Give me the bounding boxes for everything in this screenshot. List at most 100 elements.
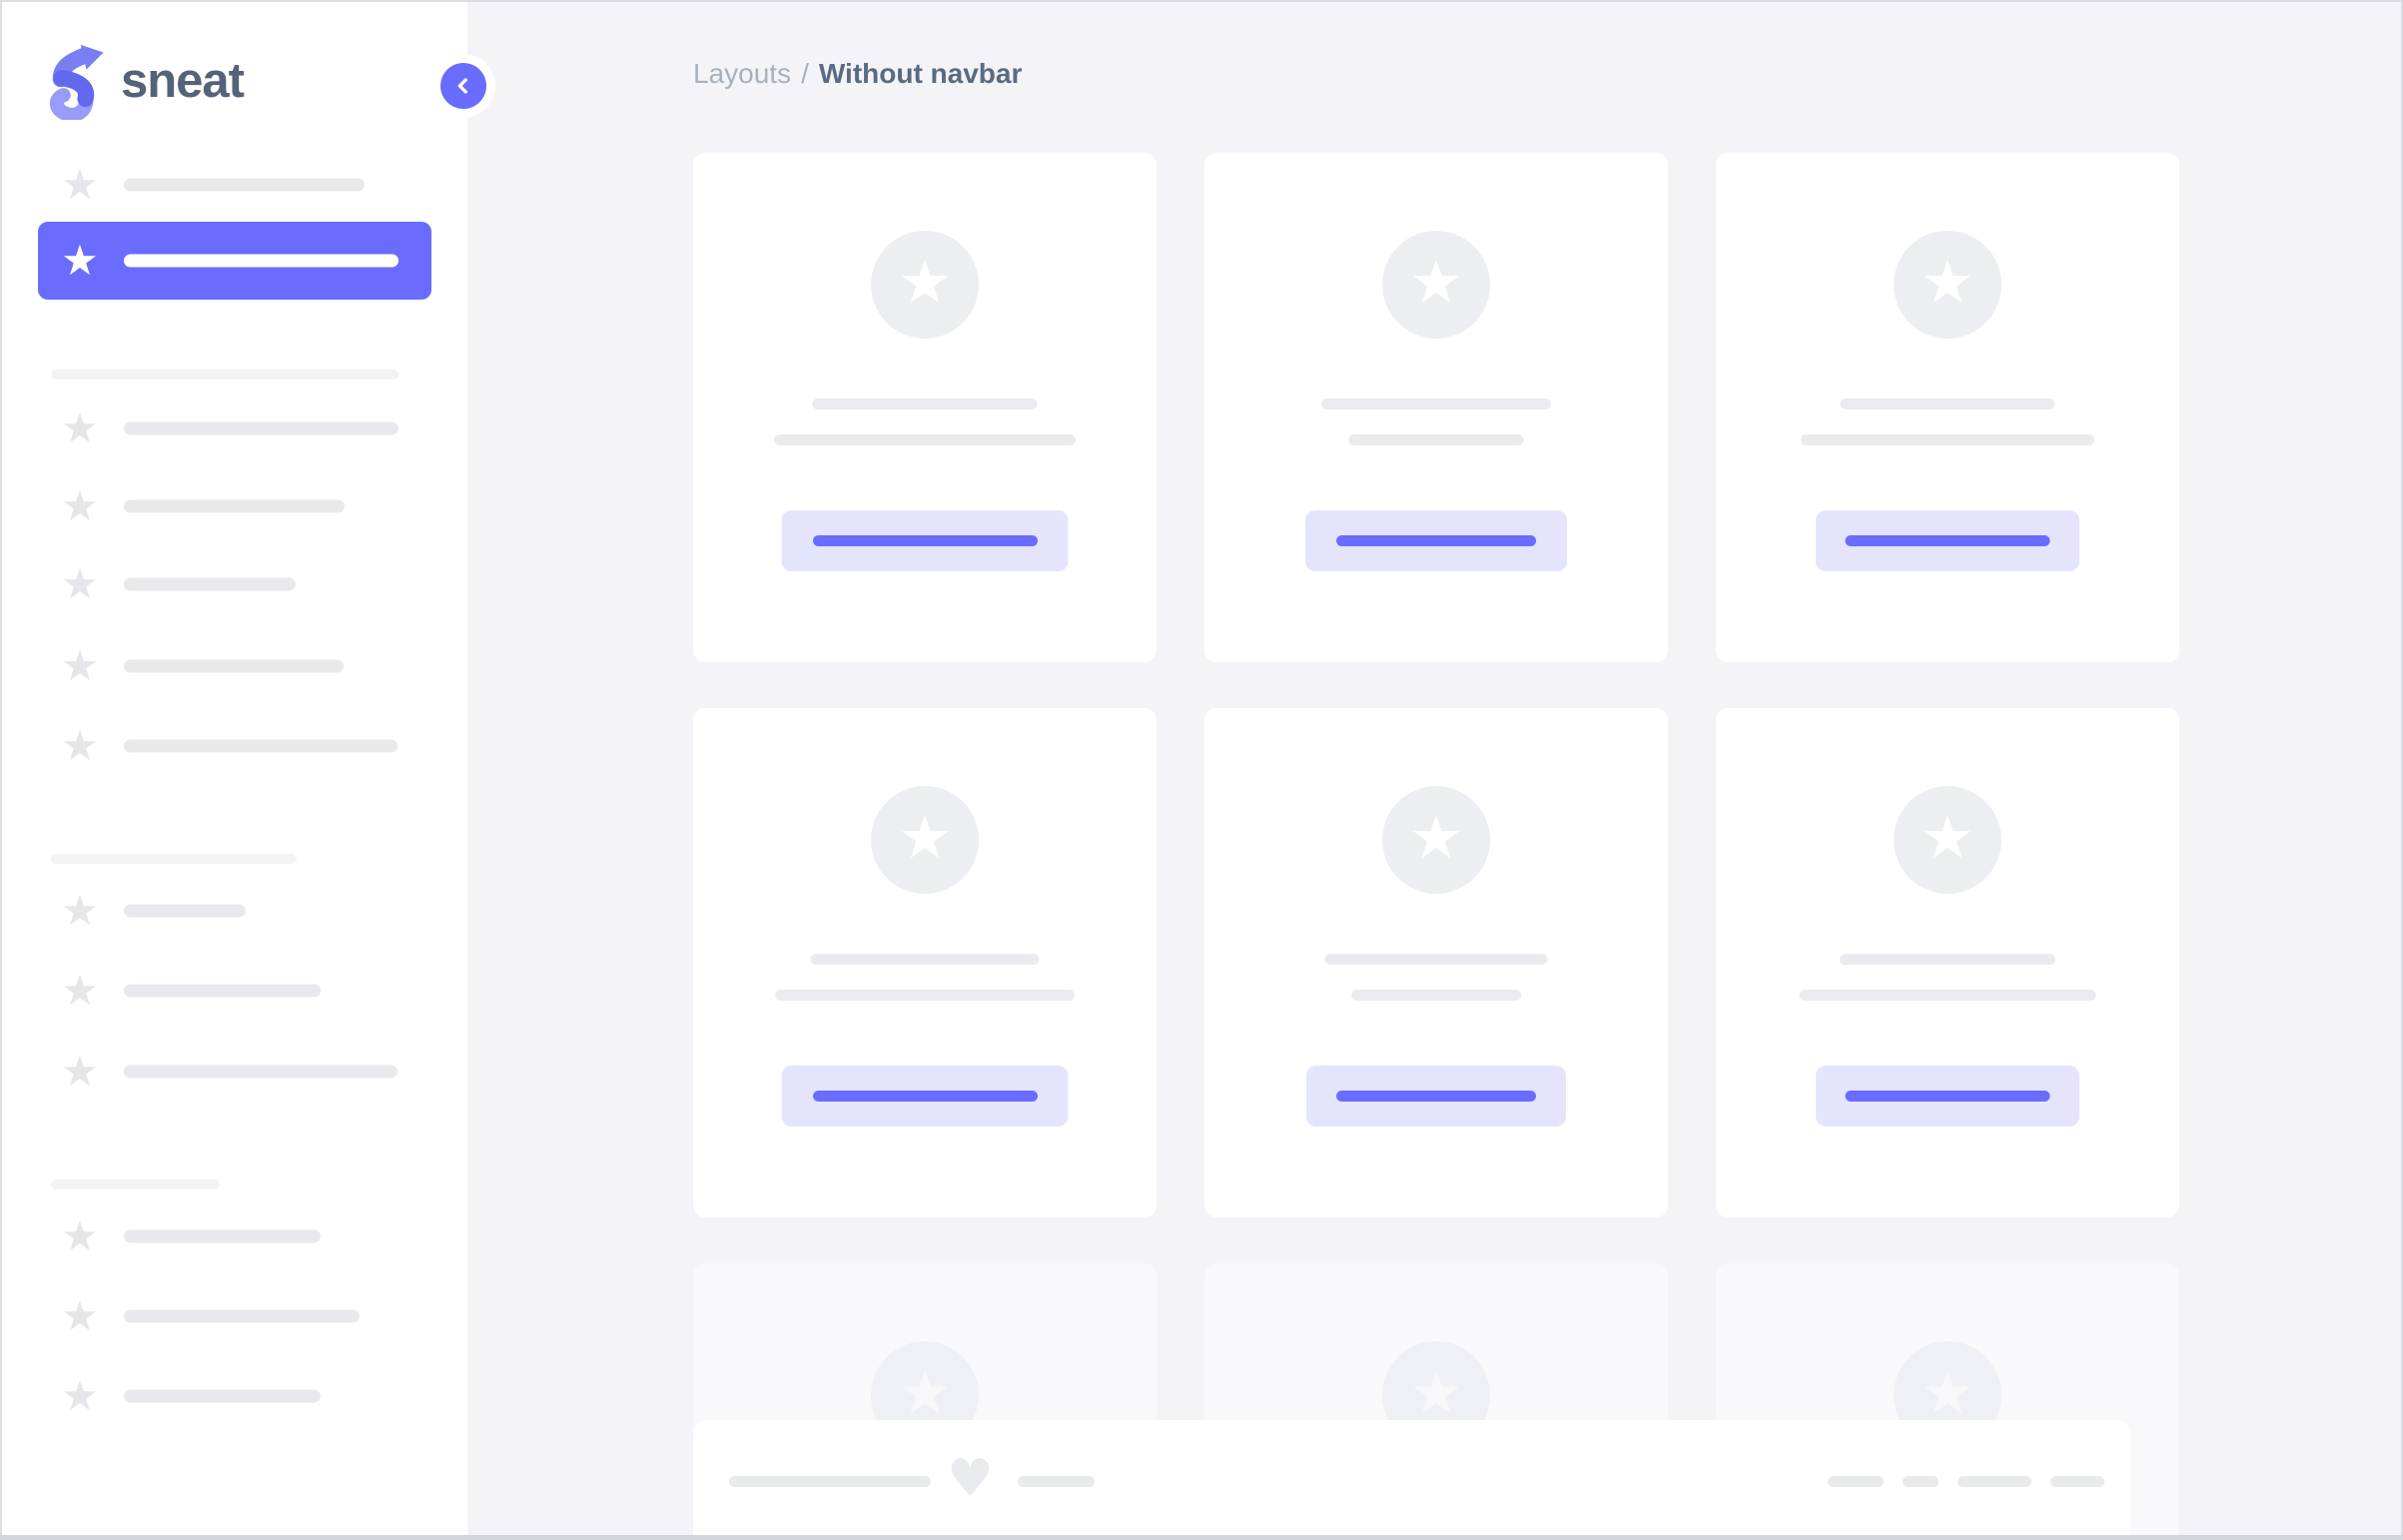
sidebar-item[interactable]: ★ bbox=[2, 544, 467, 624]
star-icon: ★ bbox=[898, 1358, 952, 1428]
placeholder-card: ★ bbox=[1204, 708, 1668, 1217]
sidebar-menu: ★ ★ ★ ★ ★ ★ ★ ★ ★ ★ ★ ★ ★ bbox=[2, 2, 467, 1538]
breadcrumb-link-layouts[interactable]: Layouts bbox=[693, 58, 792, 89]
menu-label-skeleton bbox=[124, 254, 399, 268]
skeleton-line bbox=[775, 990, 1075, 1001]
skeleton-line bbox=[1348, 434, 1524, 445]
breadcrumb-separator: / bbox=[801, 58, 809, 89]
avatar-circle: ★ bbox=[1382, 786, 1490, 894]
skeleton-line bbox=[812, 398, 1038, 409]
sidebar-item[interactable]: ★ bbox=[2, 388, 467, 468]
star-icon: ★ bbox=[1409, 803, 1463, 873]
menu-label-skeleton bbox=[124, 739, 398, 753]
sidebar-item[interactable]: ★ bbox=[2, 871, 467, 951]
chevron-left-icon bbox=[457, 78, 467, 94]
menu-label-skeleton bbox=[124, 659, 344, 673]
star-icon: ★ bbox=[61, 1211, 99, 1260]
menu-label-skeleton bbox=[124, 984, 321, 998]
star-icon: ★ bbox=[61, 1291, 99, 1340]
star-icon: ★ bbox=[898, 248, 952, 318]
sidebar-section-divider bbox=[51, 370, 399, 380]
button-placeholder[interactable] bbox=[1816, 1066, 2079, 1127]
skeleton-line bbox=[1321, 398, 1551, 409]
star-icon: ★ bbox=[1921, 248, 1975, 318]
sidebar-item[interactable]: ★ bbox=[2, 626, 467, 706]
sidebar-item[interactable]: ★ bbox=[2, 1196, 467, 1276]
menu-label-skeleton bbox=[124, 1309, 360, 1323]
skeleton-line bbox=[1351, 990, 1521, 1001]
star-icon: ★ bbox=[61, 236, 99, 285]
button-placeholder[interactable] bbox=[1305, 510, 1567, 571]
sidebar-item[interactable]: ★ bbox=[2, 1032, 467, 1112]
sneat-logo-icon bbox=[49, 44, 104, 120]
footer: ♥ bbox=[693, 1420, 2130, 1540]
star-icon: ★ bbox=[61, 641, 99, 690]
footer-skeleton-bar bbox=[1018, 1476, 1095, 1487]
button-placeholder[interactable] bbox=[781, 1066, 1069, 1127]
menu-label-skeleton bbox=[124, 1229, 321, 1243]
breadcrumb: Layouts / Without navbar bbox=[693, 58, 1022, 90]
star-icon: ★ bbox=[61, 559, 99, 608]
avatar-circle: ★ bbox=[871, 231, 979, 339]
button-label-skeleton bbox=[1845, 1091, 2050, 1102]
skeleton-line bbox=[1324, 954, 1548, 965]
star-icon: ★ bbox=[1921, 803, 1975, 873]
menu-label-skeleton bbox=[124, 1065, 398, 1079]
placeholder-card: ★ bbox=[1204, 153, 1668, 662]
avatar-circle: ★ bbox=[1894, 786, 2002, 894]
skeleton-line bbox=[810, 954, 1040, 965]
avatar-circle: ★ bbox=[871, 786, 979, 894]
menu-label-skeleton bbox=[124, 421, 399, 435]
menu-label-skeleton bbox=[124, 178, 365, 192]
sidebar-item[interactable]: ★ bbox=[2, 706, 467, 786]
button-label-skeleton bbox=[812, 1091, 1038, 1102]
star-icon: ★ bbox=[61, 1371, 99, 1420]
star-icon: ★ bbox=[61, 1047, 99, 1096]
menu-label-skeleton bbox=[124, 1389, 321, 1403]
star-icon: ★ bbox=[61, 481, 99, 530]
star-icon: ★ bbox=[1921, 1358, 1975, 1428]
skeleton-line bbox=[1799, 990, 2096, 1001]
sidebar-item[interactable]: ★ bbox=[2, 1276, 467, 1356]
brand-name: sneat bbox=[121, 54, 245, 108]
footer-skeleton-bar bbox=[729, 1476, 931, 1487]
sidebar-item[interactable]: ★ bbox=[2, 145, 467, 225]
footer-skeleton-bar bbox=[1958, 1476, 2031, 1487]
sidebar-section-divider bbox=[51, 854, 297, 864]
sidebar-item[interactable]: ★ bbox=[2, 466, 467, 546]
sidebar-section-divider bbox=[51, 1179, 220, 1189]
star-icon: ★ bbox=[61, 721, 99, 770]
brand-logo[interactable]: sneat bbox=[47, 42, 245, 120]
avatar-circle: ★ bbox=[1382, 231, 1490, 339]
breadcrumb-current-page: Without navbar bbox=[818, 58, 1023, 89]
button-placeholder[interactable] bbox=[781, 510, 1069, 571]
cards-grid: ★ ★ ★ ★ ★ ★ ★ ★ ★ bbox=[693, 153, 2179, 1540]
skeleton-line bbox=[774, 434, 1076, 445]
button-placeholder[interactable] bbox=[1306, 1066, 1566, 1127]
sidebar-item[interactable]: ★ bbox=[2, 1356, 467, 1436]
sidebar-item[interactable]: ★ bbox=[2, 951, 467, 1031]
star-icon: ★ bbox=[1409, 1358, 1463, 1428]
star-icon: ★ bbox=[61, 966, 99, 1015]
footer-skeleton-bar bbox=[1903, 1476, 1939, 1487]
footer-skeleton-bar bbox=[1828, 1476, 1884, 1487]
menu-label-skeleton bbox=[124, 904, 246, 918]
star-icon: ★ bbox=[61, 160, 99, 209]
sidebar-item-active[interactable]: ★ bbox=[38, 222, 431, 300]
avatar-circle: ★ bbox=[1894, 231, 2002, 339]
button-label-skeleton bbox=[1336, 535, 1536, 546]
menu-label-skeleton bbox=[124, 577, 296, 591]
star-icon: ★ bbox=[61, 886, 99, 935]
skeleton-line bbox=[1840, 954, 2055, 965]
placeholder-card: ★ bbox=[693, 708, 1157, 1217]
button-label-skeleton bbox=[1336, 1091, 1536, 1102]
star-icon: ★ bbox=[898, 803, 952, 873]
placeholder-card: ★ bbox=[1716, 708, 2179, 1217]
placeholder-card: ★ bbox=[1716, 153, 2179, 662]
sidebar-collapse-button[interactable] bbox=[440, 63, 486, 109]
menu-label-skeleton bbox=[124, 499, 345, 513]
button-placeholder[interactable] bbox=[1816, 510, 2079, 571]
star-icon: ★ bbox=[1409, 248, 1463, 318]
star-icon: ★ bbox=[61, 403, 99, 452]
